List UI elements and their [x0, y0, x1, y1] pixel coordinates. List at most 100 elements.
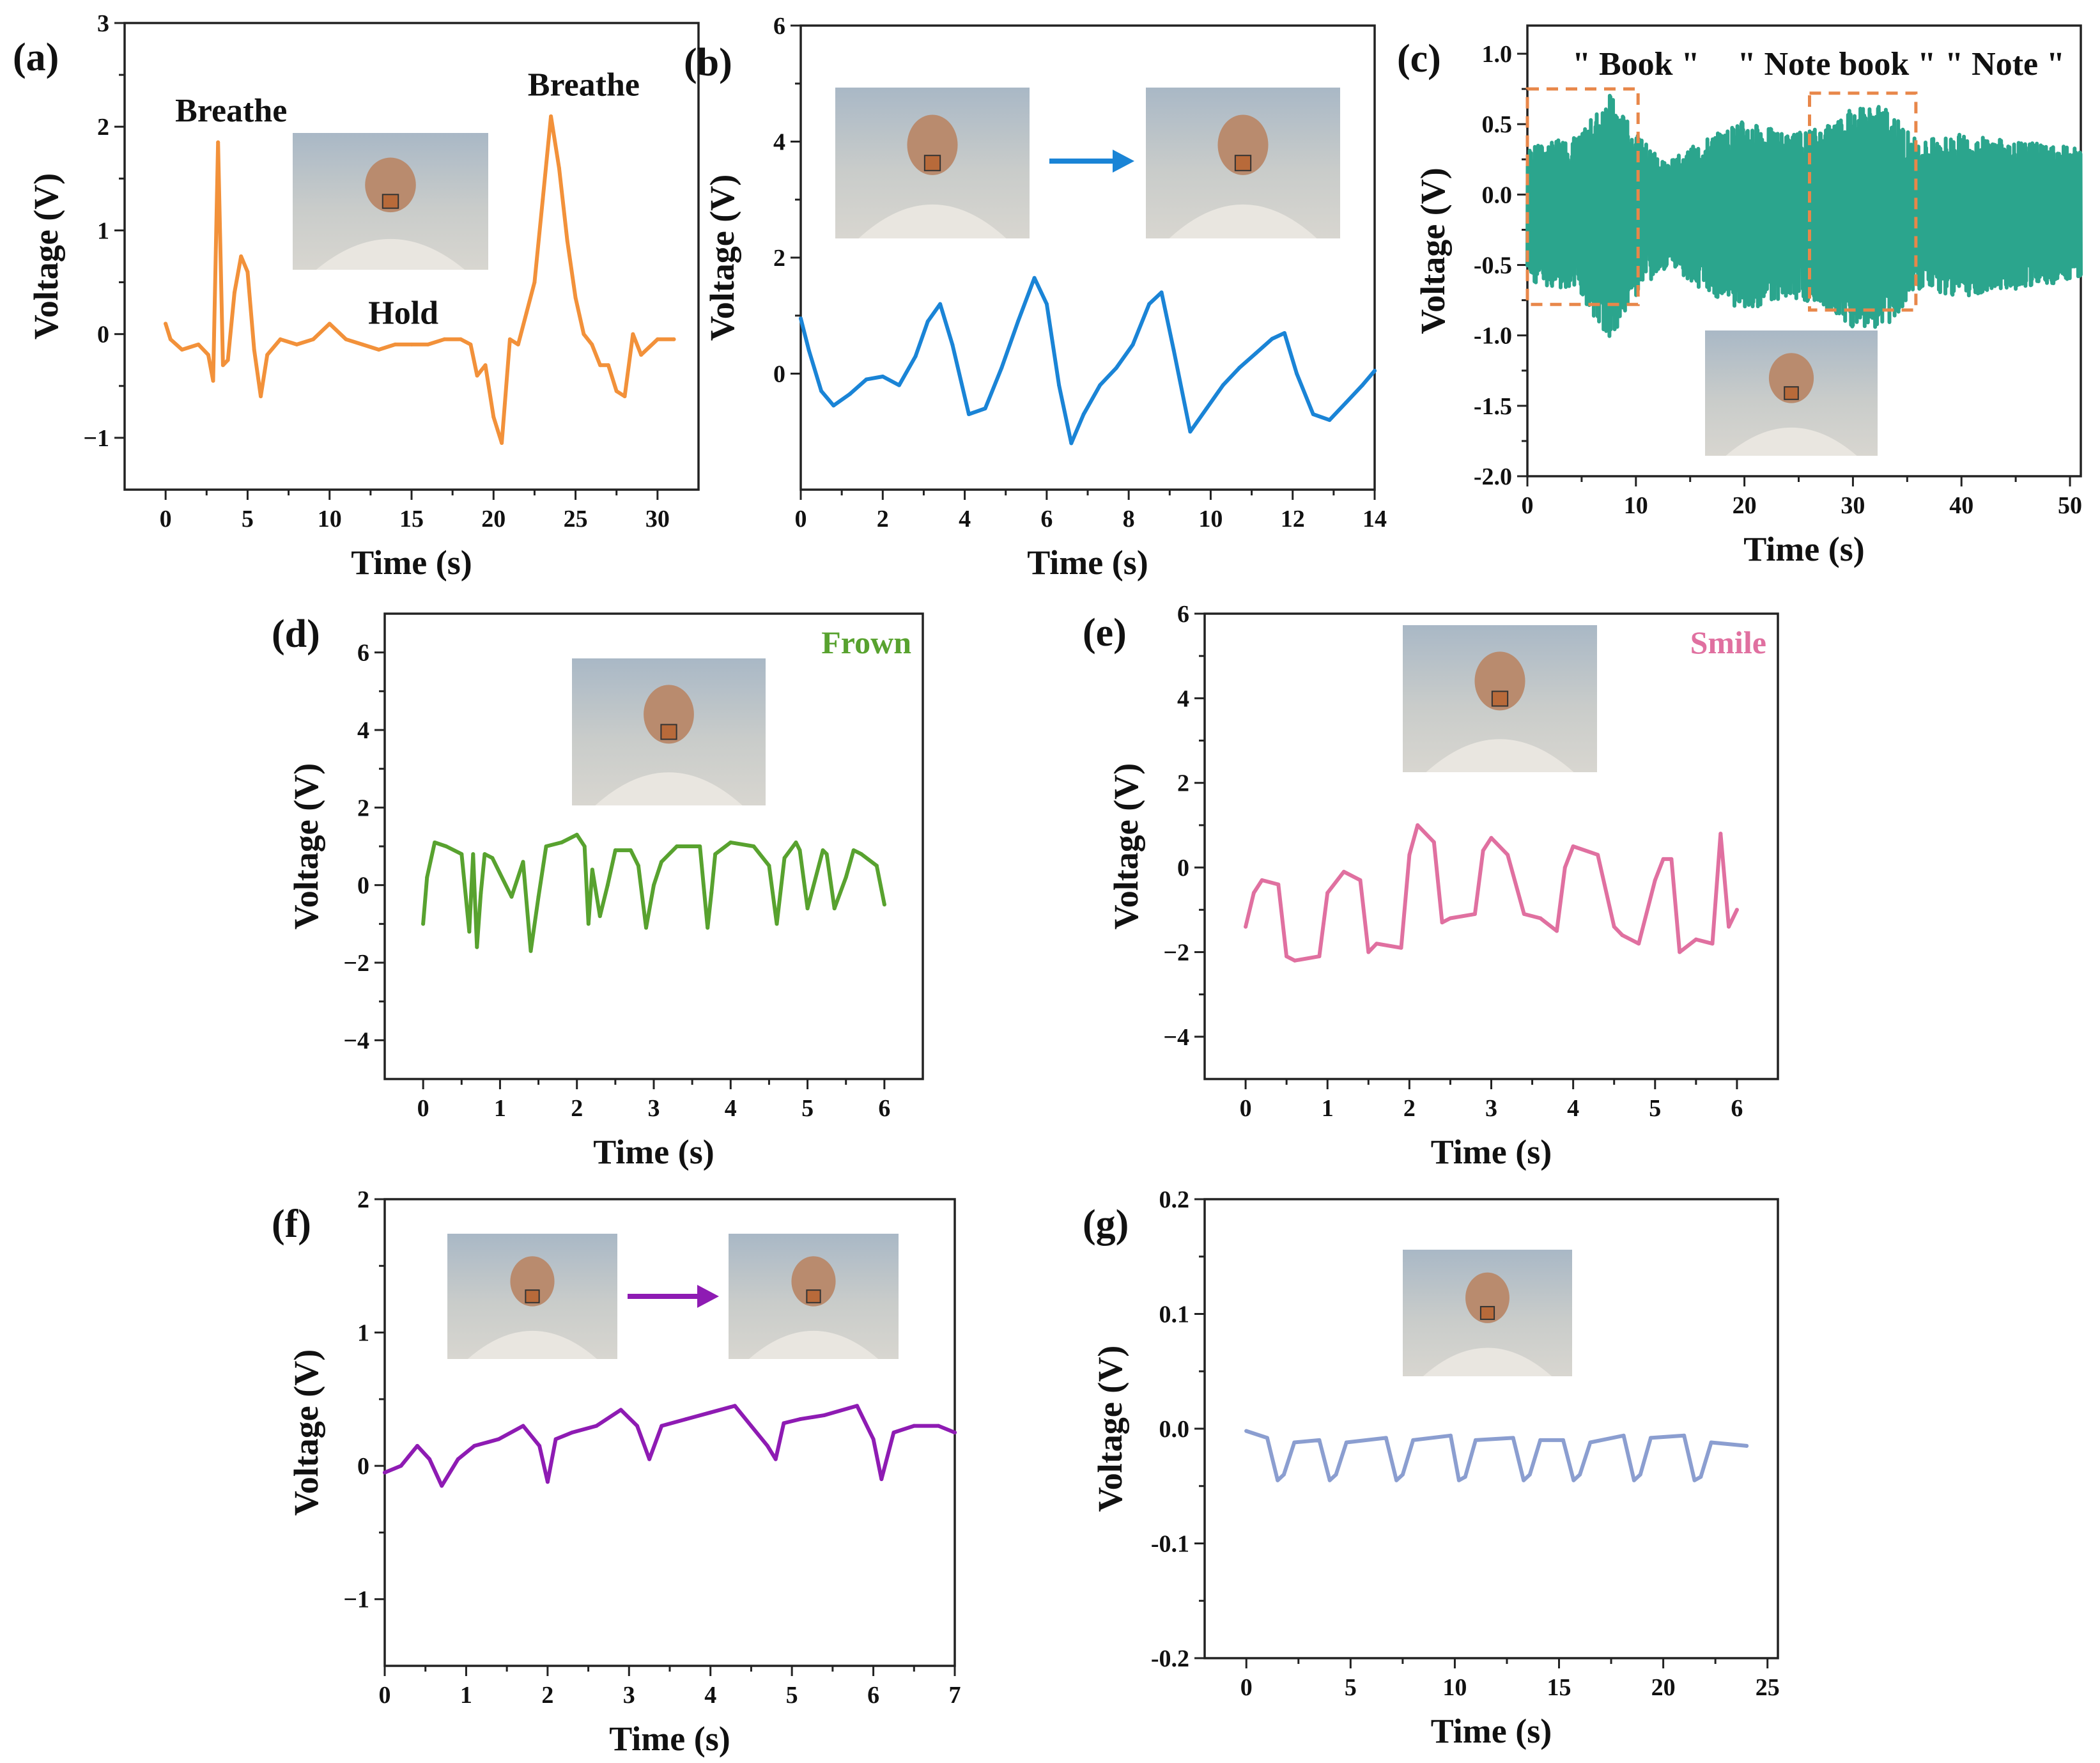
data-point — [871, 1437, 876, 1441]
x-tick-label: 25 — [1756, 1674, 1780, 1701]
sensor-patch — [382, 194, 399, 209]
data-point — [553, 1437, 558, 1441]
panel-label: (g) — [1083, 1202, 1129, 1246]
data-point — [1571, 1478, 1576, 1482]
data-point — [1669, 857, 1674, 861]
data-point — [912, 1424, 916, 1428]
x-tick-label: 5 — [1649, 1095, 1661, 1122]
x-tick-label: 30 — [645, 506, 670, 532]
data-point — [1620, 933, 1625, 937]
data-point — [1282, 331, 1286, 335]
data-point — [1171, 348, 1176, 353]
data-point — [475, 945, 479, 949]
data-point — [344, 337, 348, 341]
y-tick-label: -2.0 — [1474, 463, 1512, 490]
data-point — [220, 363, 225, 368]
data-point — [1472, 912, 1477, 916]
panel-label: (d) — [272, 612, 320, 656]
person-shoulders — [1726, 427, 1857, 456]
y-tick-label: 0.2 — [1159, 1186, 1190, 1213]
data-point — [631, 332, 635, 336]
data-point — [1522, 912, 1526, 916]
panel-b: 0 2 4 6 8 10 12 14 0 2 4 6 Time (s) Voltage (V) (b) — [684, 13, 1387, 582]
x-tick-label: 0 — [1240, 1095, 1252, 1122]
photo-inset — [835, 88, 1030, 238]
data-point — [1000, 366, 1004, 370]
data-point — [1069, 441, 1074, 446]
data-point — [713, 852, 718, 857]
x-tick-label: 5 — [801, 1095, 814, 1122]
y-tick-label: −4 — [343, 1027, 369, 1054]
sensor-patch — [806, 1289, 821, 1303]
data-point — [164, 322, 168, 326]
data-point — [1506, 853, 1510, 857]
data-point — [1692, 1478, 1697, 1482]
data-point — [573, 295, 578, 300]
data-point — [1718, 832, 1723, 836]
data-point — [1360, 383, 1364, 387]
data-point — [468, 342, 473, 346]
x-tick-label: 2 — [571, 1095, 583, 1122]
person-shoulders — [467, 1330, 598, 1359]
data-point — [545, 1480, 550, 1484]
y-tick-label: 2 — [97, 114, 109, 141]
data-point — [765, 1443, 769, 1448]
data-point — [1394, 1478, 1399, 1482]
x-tick-label: 2 — [1403, 1095, 1416, 1122]
data-point — [1682, 1433, 1687, 1438]
data-point — [360, 342, 364, 346]
sensor-patch — [1491, 690, 1509, 707]
data-point — [211, 378, 215, 383]
data-point — [1400, 1472, 1405, 1477]
x-tick-label: 1 — [494, 1095, 506, 1122]
data-point — [706, 926, 710, 930]
person-head — [365, 157, 416, 213]
data-point — [586, 922, 591, 926]
panel-d: 0 1 2 3 4 5 6 −4 −2 0 2 4 6 Time (s) Voltage (V) (d) Fro… — [272, 612, 924, 1171]
data-point — [1327, 1478, 1332, 1482]
data-point — [1416, 823, 1420, 827]
data-point — [614, 389, 619, 393]
data-point — [1661, 857, 1665, 861]
data-point — [1734, 908, 1739, 912]
y-tick-label: 4 — [773, 129, 785, 156]
data-point — [605, 883, 610, 887]
data-point — [967, 412, 971, 416]
data-point — [549, 114, 553, 118]
data-point — [516, 342, 520, 346]
data-point — [421, 922, 426, 926]
data-point — [639, 353, 644, 357]
x-tick-label: 6 — [1731, 1095, 1743, 1122]
data-point — [1254, 351, 1258, 355]
data-point — [1317, 954, 1322, 959]
data-point — [1411, 1438, 1416, 1442]
data-point — [1373, 369, 1377, 373]
panel-e: 0 1 2 3 4 5 6 −4 −2 0 2 4 6 Time (s) Voltage (V) (e) Smi… — [1083, 601, 1779, 1171]
x-axis-title: Time (s) — [609, 1720, 730, 1758]
data-point — [1244, 924, 1248, 929]
data-point — [168, 337, 173, 341]
photo-inset — [729, 1234, 899, 1359]
data-point — [245, 270, 250, 274]
x-tick-label: 10 — [1624, 492, 1648, 519]
annotation: Breathe — [528, 67, 640, 104]
data-point — [507, 337, 512, 341]
x-tick-label: 20 — [481, 506, 506, 532]
x-tick-label: 20 — [1733, 492, 1757, 519]
data-point — [824, 852, 829, 857]
data-point — [851, 848, 856, 853]
data-point — [1098, 383, 1102, 387]
data-point — [1276, 882, 1281, 887]
data-point — [1463, 1475, 1467, 1479]
panel-label: (b) — [684, 41, 732, 84]
data-point — [536, 894, 541, 899]
data-point — [767, 864, 771, 868]
data-point — [798, 1417, 802, 1422]
series-line — [1244, 1429, 1749, 1482]
data-point — [532, 280, 537, 284]
data-point — [226, 358, 230, 362]
data-point — [938, 302, 943, 306]
data-point — [983, 407, 987, 410]
person-head — [1465, 1272, 1509, 1323]
